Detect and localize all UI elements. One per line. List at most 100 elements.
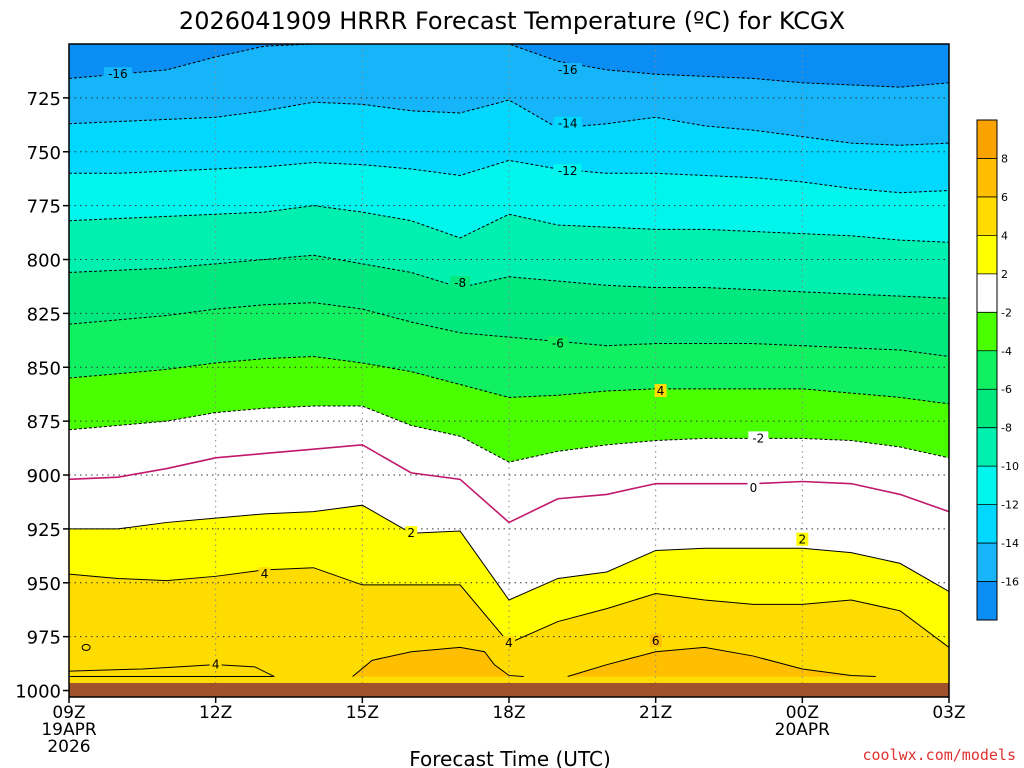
x-tick-label: 15Z	[346, 703, 379, 723]
ground-rect	[69, 682, 949, 697]
y-tick-label: 725	[27, 89, 61, 110]
colorbar-segment	[977, 120, 997, 159]
y-tick-label: 750	[27, 143, 61, 164]
contour-label: -14	[558, 117, 578, 131]
x-tick-label: 21Z	[639, 703, 672, 723]
isotherm--4	[69, 355, 949, 405]
contour-label: 2	[799, 533, 807, 547]
x-tick-label: 03Z	[932, 703, 965, 723]
x-tick-label: 09Z	[52, 703, 85, 723]
x-tick-label: 12Z	[199, 703, 232, 723]
colorbar-segment	[977, 312, 997, 351]
contour-label: 4	[657, 384, 665, 398]
isotherm-closed-1	[352, 646, 524, 678]
contour-label: 6	[652, 634, 660, 648]
isotherm-closed-2	[567, 646, 876, 678]
isotherm-lines	[69, 44, 949, 678]
isotherm-0	[69, 444, 949, 524]
colorbar-label: 8	[1001, 152, 1008, 165]
y-tick-label: 1000	[15, 682, 61, 703]
x-axis-label: Forecast Time (UTC)	[409, 747, 611, 768]
contour-label-bg	[405, 526, 418, 540]
contour-label-bg	[654, 383, 667, 397]
contour-label-bg	[450, 276, 471, 290]
x-tick-label: 18Z	[492, 703, 525, 723]
contour-label-bg	[258, 567, 271, 581]
credit-text: coolwx.com/models	[862, 746, 1016, 764]
x-tick-label: 00Z	[786, 703, 819, 723]
isotherm-small-loop	[81, 643, 91, 651]
y-tick-label: 900	[27, 466, 61, 487]
colorbar-label: -14	[1001, 537, 1019, 550]
colorbar-label: -4	[1001, 345, 1012, 358]
contour-label: 2	[407, 526, 415, 540]
contour-label: -16	[558, 63, 578, 77]
contour-label: -16	[108, 67, 128, 81]
colorbar-label: 6	[1001, 191, 1008, 204]
contour-label: 4	[261, 567, 269, 581]
colorbar-label: 2	[1001, 268, 1008, 281]
y-axis: 725 750 775 800 825 850 875 900 925 950 975 1000	[15, 89, 69, 703]
colorbar-label: -16	[1001, 576, 1019, 589]
y-tick-label: 925	[27, 520, 61, 541]
colorbar-label: 4	[1001, 229, 1008, 242]
isotherm--2	[69, 405, 949, 463]
y-tick-label: 875	[27, 412, 61, 433]
contour-label-bg	[209, 657, 222, 671]
colorbar-label: -12	[1001, 499, 1019, 512]
colorbar-segment	[977, 427, 997, 467]
contour-label-bg	[103, 67, 132, 81]
isotherm--8	[69, 254, 949, 299]
colorbar: -16 -14 -12 -10 -8 -6 -4 -2 2 4 6 8	[976, 119, 1019, 621]
contour-label-bg	[649, 633, 662, 647]
isotherm--10	[69, 205, 949, 243]
contour-label-bg	[547, 336, 568, 350]
y-tick-label: 775	[27, 197, 61, 218]
contour-labels: -16 -16 -14 -12 -8 -6 4 -2 0 2 2 4 4 4 6	[103, 62, 809, 672]
isotherm--14	[69, 99, 949, 146]
temperature-fill-bands	[69, 44, 949, 697]
colorbar-segment	[977, 158, 997, 197]
contour-label-bg	[553, 116, 582, 130]
fill-region-0	[69, 664, 275, 677]
chart-title: 2026041909 HRRR Forecast Temperature (ºC…	[179, 7, 845, 35]
colorbar-label: -2	[1001, 306, 1012, 319]
isotherm-2	[69, 504, 949, 601]
isotherm--16	[69, 44, 949, 88]
ground-layer	[69, 682, 949, 697]
contour-label: 4	[212, 658, 220, 672]
contour-label-bg	[748, 431, 769, 445]
colorbar-segment	[977, 581, 997, 620]
colorbar-segment	[977, 504, 997, 544]
colorbar-frame	[976, 119, 998, 621]
contour-label-bg	[553, 164, 582, 178]
contour-label-bg	[553, 62, 582, 76]
y-tick-label: 850	[27, 358, 61, 379]
x-tick-label: 19APR	[41, 720, 97, 740]
contour-label: -12	[558, 164, 578, 178]
x-tick-label: 20APR	[775, 720, 831, 740]
y-tick-label: 975	[27, 628, 61, 649]
contour-label: 0	[750, 481, 758, 495]
colorbar-segment	[977, 466, 997, 505]
contour-label: 4	[505, 636, 513, 650]
x-tick-label: 2026	[47, 737, 90, 757]
isotherm-closed-0	[69, 664, 275, 678]
y-tick-label: 950	[27, 574, 61, 595]
colorbar-label: -10	[1001, 460, 1019, 473]
contour-label: -8	[454, 276, 466, 290]
contour-label-bg	[747, 480, 760, 494]
colorbar-segment	[977, 196, 997, 236]
colorbar-segment	[977, 235, 997, 274]
y-tick-label: 825	[27, 304, 61, 325]
colorbar-label: -8	[1001, 422, 1012, 435]
contour-label-bg	[796, 532, 809, 546]
fill-region-1	[352, 647, 524, 677]
isotherm--12	[69, 159, 949, 194]
colorbar-segment	[977, 350, 997, 390]
y-tick-label: 800	[27, 251, 61, 272]
isotherm--6	[69, 302, 949, 357]
colorbar-segment	[977, 389, 997, 428]
